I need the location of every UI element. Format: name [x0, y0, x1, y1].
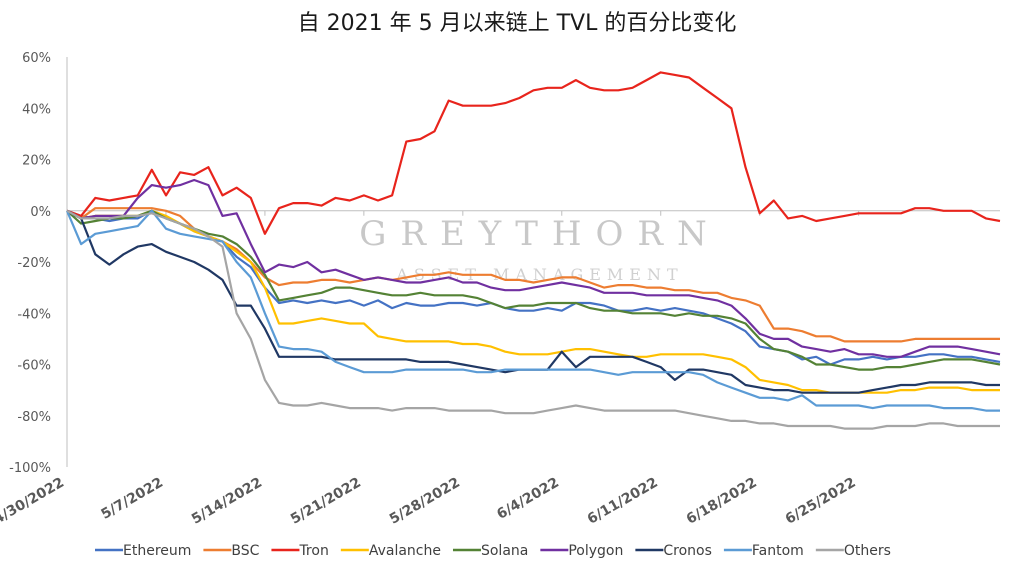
- x-tick-label: 6/4/2022: [494, 475, 561, 523]
- x-tick-label: 6/25/2022: [783, 475, 859, 528]
- legend-label: Others: [844, 543, 891, 559]
- series-line-solana: [66, 209, 1001, 371]
- watermark: GREYTHORN ASSET MANAGEMENT: [359, 214, 721, 284]
- x-tick-label: 4/30/2022: [0, 475, 67, 528]
- watermark-brand: GREYTHORN: [359, 214, 721, 254]
- y-axis: 60% 40% 20% 0% -20% -40% -60% -80% -100%: [9, 51, 68, 476]
- y-tick-label: 0%: [30, 205, 51, 220]
- x-tick-label: 6/11/2022: [585, 475, 661, 528]
- legend: Ethereum BSC Tron Avalanche Solana Polygon Cro…: [95, 543, 891, 559]
- legend-label: Fantom: [752, 543, 804, 559]
- legend-label: Polygon: [568, 543, 623, 559]
- series-line-polygon: [66, 178, 1001, 358]
- x-axis: 4/30/2022 5/7/2022 5/14/2022 5/21/2022 5/28/…: [0, 210, 1000, 528]
- y-tick-label: 20%: [22, 154, 51, 169]
- series-lines: [65, 71, 1001, 430]
- x-tick-label: 6/18/2022: [684, 475, 760, 528]
- y-tick-label: -100%: [9, 461, 51, 476]
- y-tick-label: -20%: [17, 256, 51, 271]
- series-line-others: [66, 209, 1000, 430]
- legend-label: Ethereum: [123, 543, 191, 559]
- y-tick-label: -80%: [17, 410, 51, 425]
- x-tick-label: 5/14/2022: [189, 475, 265, 528]
- x-tick-label: 5/21/2022: [288, 475, 364, 528]
- series-line-tron: [66, 71, 1001, 235]
- y-tick-label: -60%: [17, 359, 51, 374]
- series-line-fantom: [65, 209, 1000, 412]
- x-tick-label: 5/7/2022: [98, 475, 165, 523]
- legend-label: Solana: [481, 543, 528, 559]
- legend-label: Tron: [298, 543, 328, 559]
- y-tick-label: -40%: [17, 307, 51, 322]
- legend-label: BSC: [231, 543, 259, 559]
- y-tick-label: 60%: [22, 51, 51, 66]
- watermark-subtitle: ASSET MANAGEMENT: [395, 265, 683, 284]
- legend-label: Avalanche: [369, 543, 441, 559]
- chart-title: 自 2021 年 5 月以来链上 TVL 的百分比变化: [298, 11, 737, 36]
- y-tick-label: 40%: [22, 102, 51, 117]
- legend-label: Cronos: [663, 543, 712, 559]
- x-tick-label: 5/28/2022: [387, 475, 463, 528]
